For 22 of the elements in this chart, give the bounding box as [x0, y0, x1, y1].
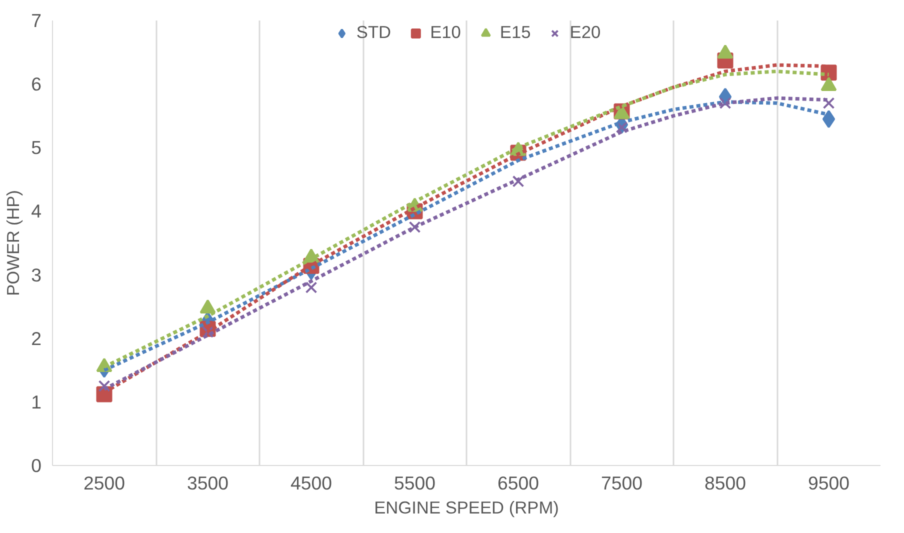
- x-tick-label: 3500: [187, 472, 229, 494]
- x-tick-label: 4500: [290, 472, 332, 494]
- x-tick-label: 2500: [84, 472, 126, 494]
- x-tick-label: 6500: [498, 472, 540, 494]
- legend-label: STD: [356, 22, 392, 43]
- y-tick-label: 0: [31, 455, 42, 476]
- y-axis-title: POWER (HP): [3, 190, 24, 296]
- legend-label: E15: [500, 22, 531, 43]
- y-tick-label: 7: [31, 10, 42, 31]
- x-tick-label: 7500: [601, 472, 643, 494]
- x-axis-title: ENGINE SPEED (RPM): [374, 498, 559, 518]
- legend-label: E10: [430, 22, 461, 43]
- legend-label: E20: [570, 22, 601, 43]
- x-tick-label: 9500: [808, 472, 850, 494]
- y-tick-label: 2: [31, 328, 42, 349]
- y-tick-label: 3: [31, 264, 42, 286]
- y-tick-label: 6: [31, 74, 42, 95]
- y-tick-label: 5: [31, 137, 42, 158]
- x-tick-label: 5500: [394, 472, 436, 494]
- y-tick-label: 1: [31, 391, 42, 412]
- x-tick-label: 8500: [704, 472, 746, 494]
- y-tick-label: 4: [31, 200, 42, 222]
